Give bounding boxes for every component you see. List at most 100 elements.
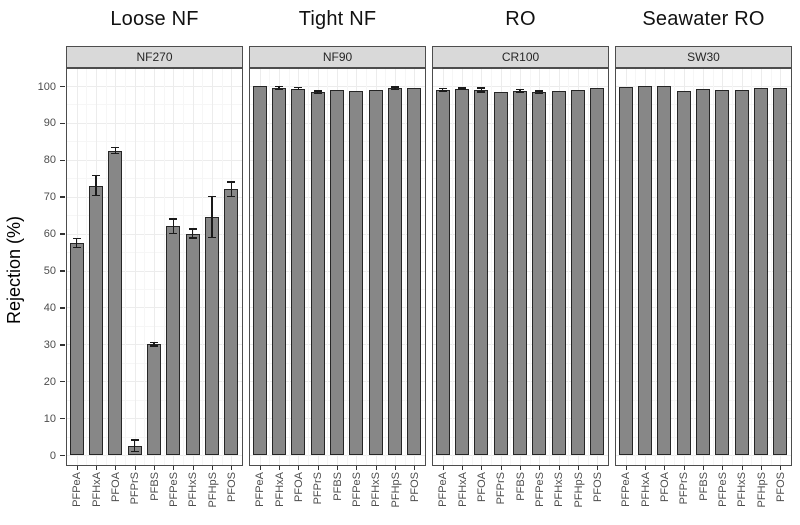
x-category-label: PFHpS bbox=[389, 472, 402, 508]
error-bar-cap-bottom bbox=[188, 237, 197, 239]
error-bar-cap-bottom bbox=[130, 450, 139, 453]
x-tick-mark bbox=[395, 466, 396, 470]
x-tick-mark bbox=[212, 466, 213, 470]
y-tick-mark bbox=[60, 270, 65, 272]
x-category-label: PFOS bbox=[591, 472, 604, 502]
bar bbox=[330, 90, 344, 455]
y-tick-mark bbox=[60, 344, 65, 346]
y-tick-label: 60 bbox=[43, 228, 56, 241]
gridline-major-v bbox=[134, 69, 136, 465]
error-bar-cap-bottom bbox=[275, 88, 283, 91]
x-category-label: PFBS bbox=[697, 472, 710, 501]
error-bar-cap-bottom bbox=[169, 232, 178, 235]
error-bar-cap-top bbox=[391, 86, 399, 88]
y-tick-mark bbox=[60, 233, 65, 235]
bar bbox=[657, 86, 672, 455]
x-category-label: PFOS bbox=[774, 472, 787, 502]
error-bar-line bbox=[519, 89, 521, 92]
error-bar-cap-bottom bbox=[477, 91, 486, 93]
y-tick-label: 50 bbox=[43, 265, 56, 277]
x-category-label: PFBS bbox=[514, 472, 527, 501]
error-bar-cap-top bbox=[294, 86, 303, 89]
error-bar-line bbox=[153, 342, 155, 347]
x-tick-mark bbox=[192, 466, 194, 470]
bar bbox=[166, 226, 181, 455]
x-category-label: PFHpS bbox=[572, 472, 585, 508]
plot-panel bbox=[249, 68, 426, 466]
plot-panel bbox=[615, 68, 792, 466]
x-tick-mark bbox=[134, 466, 136, 470]
error-bar-cap-top bbox=[130, 439, 139, 441]
gridline-minor-v bbox=[510, 69, 512, 465]
gridline-minor-v bbox=[366, 69, 367, 465]
bar bbox=[734, 90, 749, 455]
bar bbox=[368, 90, 383, 455]
gridline-minor-v bbox=[452, 69, 454, 465]
bar bbox=[590, 87, 605, 455]
bar bbox=[696, 88, 710, 455]
x-category-label: PFHxA bbox=[456, 472, 469, 507]
x-tick-mark bbox=[558, 466, 560, 470]
x-tick-mark bbox=[462, 466, 463, 470]
bar bbox=[108, 150, 123, 455]
error-bar-cap-bottom bbox=[208, 236, 216, 239]
gridline-minor-v bbox=[674, 69, 675, 465]
x-category-label: PFOA bbox=[475, 472, 488, 502]
bar bbox=[773, 87, 788, 455]
x-category-label: PFPeA bbox=[437, 472, 450, 507]
gridline-major-v bbox=[154, 69, 155, 465]
x-category-label: PFHxS bbox=[553, 472, 566, 507]
error-bar-cap-top bbox=[227, 181, 236, 183]
error-bar-line bbox=[172, 218, 175, 234]
facet-strip-label: SW30 bbox=[615, 46, 792, 68]
x-tick-mark bbox=[279, 466, 280, 470]
x-tick-mark bbox=[76, 466, 78, 470]
bar bbox=[224, 189, 239, 455]
x-tick-mark bbox=[703, 466, 704, 470]
x-category-label: PFPeS bbox=[167, 472, 180, 507]
x-tick-mark bbox=[645, 466, 646, 470]
gridline-minor-v bbox=[144, 69, 146, 465]
y-tick-label: 10 bbox=[43, 412, 56, 425]
y-tick-label: 100 bbox=[37, 80, 56, 93]
x-tick-mark bbox=[539, 466, 541, 470]
error-bar-cap-top bbox=[72, 237, 81, 240]
error-bar-line bbox=[441, 88, 444, 91]
bar bbox=[272, 87, 286, 455]
x-category-label: PFHxA bbox=[273, 472, 286, 507]
x-category-label: PFPeA bbox=[620, 472, 633, 507]
error-bar-cap-top bbox=[275, 85, 283, 88]
y-axis-title: Rejection (%) bbox=[4, 215, 24, 325]
gridline-minor-v bbox=[202, 69, 204, 465]
x-tick-mark bbox=[683, 466, 685, 470]
bar bbox=[349, 90, 364, 455]
error-bar-line bbox=[114, 147, 117, 154]
facet-title: Tight NF bbox=[298, 8, 377, 30]
x-tick-mark bbox=[154, 466, 155, 470]
x-category-label: PFPrS bbox=[129, 472, 142, 505]
x-category-label: PFHpS bbox=[206, 472, 219, 508]
x-tick-mark bbox=[337, 466, 338, 470]
x-tick-mark bbox=[259, 466, 261, 470]
error-bar-line bbox=[480, 88, 483, 92]
x-category-label: PFOS bbox=[225, 472, 238, 502]
gridline-minor-v bbox=[404, 69, 406, 465]
x-category-label: PFPrS bbox=[312, 472, 325, 505]
error-bar-cap-bottom bbox=[294, 88, 303, 91]
error-bar-cap-bottom bbox=[92, 194, 100, 197]
gridline-minor-v bbox=[269, 69, 271, 465]
bar bbox=[407, 87, 422, 455]
bar bbox=[532, 92, 547, 455]
x-tick-mark bbox=[741, 466, 743, 470]
bar bbox=[291, 88, 306, 455]
y-tick-mark bbox=[60, 196, 65, 198]
x-category-label: PFHxS bbox=[187, 472, 200, 507]
error-bar-cap-bottom bbox=[438, 90, 447, 92]
error-bar-line bbox=[230, 181, 233, 197]
x-category-label: PFOA bbox=[109, 472, 122, 502]
facet-strip-label: NF90 bbox=[249, 46, 426, 68]
facet-title: RO bbox=[505, 8, 536, 30]
x-category-label: PFBS bbox=[331, 472, 344, 501]
x-tick-mark bbox=[414, 466, 416, 470]
error-bar-line bbox=[211, 196, 213, 238]
